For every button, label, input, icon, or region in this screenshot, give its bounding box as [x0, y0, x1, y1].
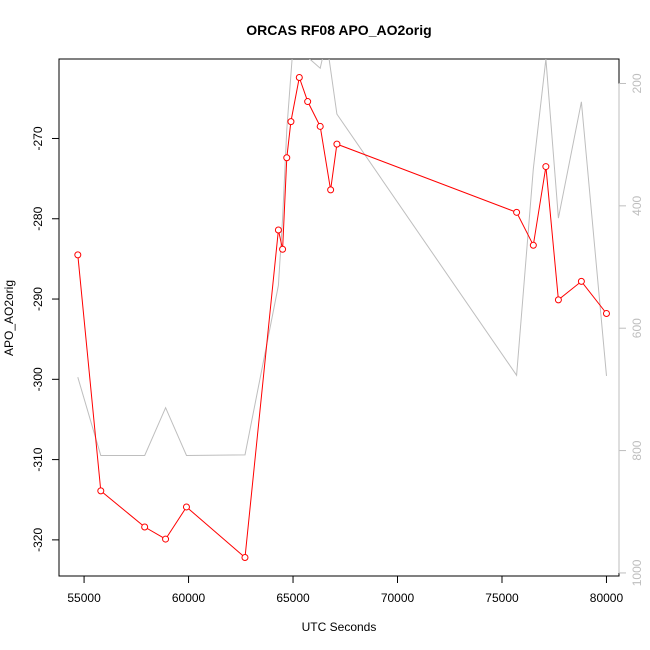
data-point: [141, 523, 149, 531]
data-point: [602, 309, 610, 317]
data-point: [283, 154, 291, 162]
data-point: [304, 98, 312, 106]
y2-tick-label: 1000: [630, 559, 644, 586]
y-tick-label: -280: [31, 206, 45, 230]
data-point: [241, 554, 249, 562]
data-point: [295, 73, 303, 81]
y-axis: -320 -310 -300 -290 -280 -270: [31, 126, 60, 552]
x-axis: 55000 60000 65000 70000 75000 80000: [67, 575, 624, 605]
data-point: [287, 118, 295, 126]
y-tick-label: -300: [31, 367, 45, 391]
data-point: [327, 186, 335, 194]
y-tick-label: -290: [31, 287, 45, 311]
data-point: [162, 535, 170, 543]
data-point: [529, 241, 537, 249]
y2-axis: 200 400 600 800 1000: [618, 73, 644, 586]
grey-series: [77, 59, 607, 457]
data-point: [97, 487, 105, 495]
grey-series-line: [77, 59, 607, 457]
x-tick-label: 70000: [381, 591, 415, 605]
data-point: [333, 140, 341, 148]
y2-tick-label: 200: [630, 73, 644, 93]
y-tick-label: -270: [31, 126, 45, 150]
chart-title: ORCAS RF08 APO_AO2orig: [246, 22, 431, 38]
x-tick-label: 75000: [485, 591, 519, 605]
y-tick-label: -320: [31, 528, 45, 552]
data-point: [274, 226, 282, 234]
red-series: [74, 73, 610, 562]
data-point: [279, 245, 287, 253]
data-point: [74, 251, 82, 259]
x-tick-label: 55000: [67, 591, 101, 605]
y2-tick-label: 600: [630, 318, 644, 338]
x-tick-label: 65000: [276, 591, 310, 605]
y-tick-label: -310: [31, 447, 45, 471]
data-point: [513, 208, 521, 216]
x-tick-label: 80000: [590, 591, 624, 605]
data-point: [316, 122, 324, 130]
y2-tick-label: 800: [630, 440, 644, 460]
y2-tick-label: 400: [630, 196, 644, 216]
data-point: [542, 163, 550, 171]
plot-frame: [58, 58, 620, 577]
x-axis-label: UTC Seconds: [302, 620, 377, 634]
data-point: [182, 503, 190, 511]
y-axis-label: APO_AO2orig: [2, 280, 16, 356]
data-point: [577, 277, 585, 285]
x-tick-label: 60000: [172, 591, 206, 605]
red-series-line: [77, 75, 607, 559]
data-point: [554, 296, 562, 304]
